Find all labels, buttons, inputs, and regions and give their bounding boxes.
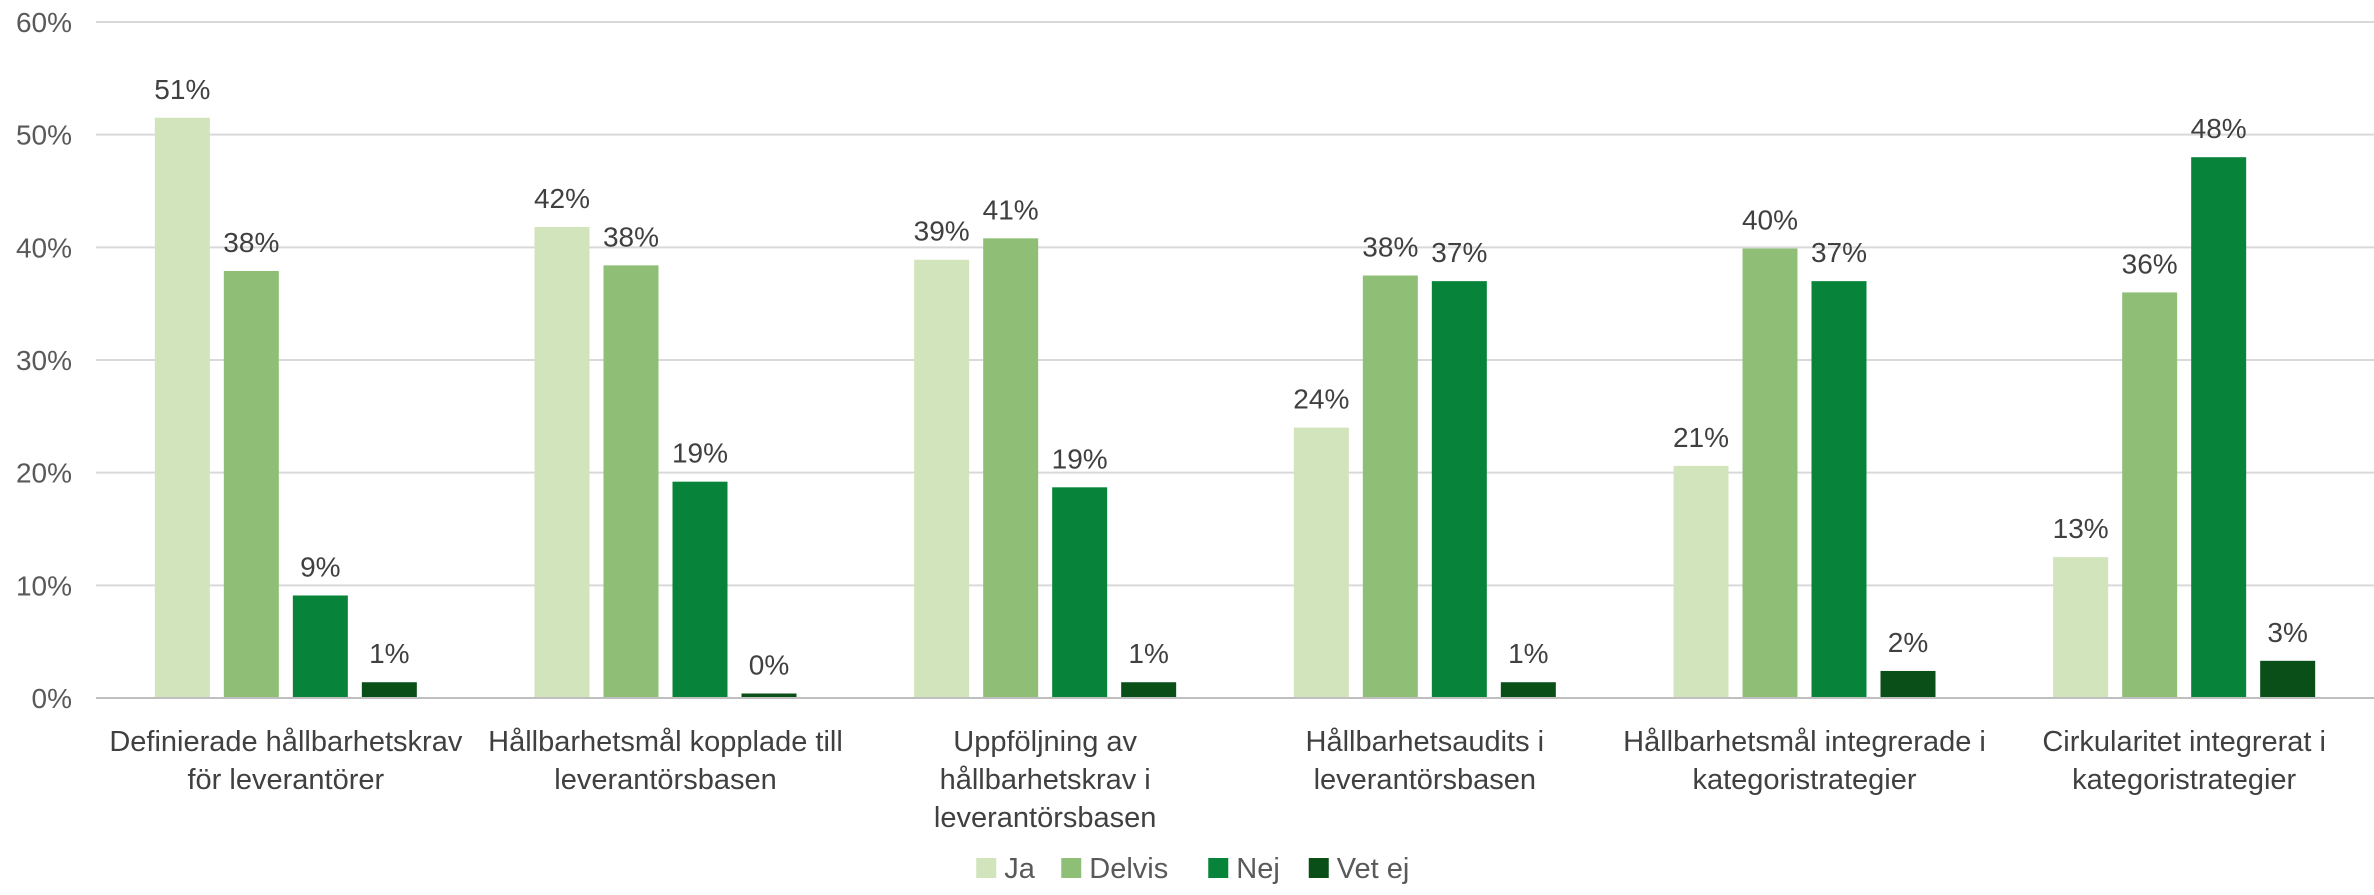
bar-nej xyxy=(1052,487,1108,698)
category-label-line: Cirkularitet integrerat i xyxy=(2042,726,2326,758)
data-label: 21% xyxy=(1673,422,1729,453)
category-label-line: leverantörsbasen xyxy=(1314,764,1536,796)
bar-ja xyxy=(1293,427,1349,698)
data-label: 37% xyxy=(1431,237,1487,268)
data-label: 48% xyxy=(2191,113,2247,144)
bar-vet-ej xyxy=(1880,670,1936,698)
data-label: 24% xyxy=(1293,384,1349,415)
bar-delvis xyxy=(223,270,279,698)
bars xyxy=(154,117,2316,699)
bar-vet-ej xyxy=(361,682,417,698)
category-label-line: Definierade hållbarhetskrav xyxy=(109,726,463,758)
bar-nej xyxy=(1431,281,1487,698)
category-label-line: hållbarhetskrav i xyxy=(940,764,1151,796)
bar-nej xyxy=(2191,157,2247,698)
bar-delvis xyxy=(603,265,659,698)
y-axis-ticks: 0% 10% 20% 30% 40% 50% 60% xyxy=(16,7,72,714)
bar-delvis xyxy=(2122,292,2178,698)
y-tick-label: 30% xyxy=(16,345,72,376)
category-label-line: för leverantörer xyxy=(188,764,385,796)
data-label: 36% xyxy=(2122,248,2178,279)
legend-item-delvis: Delvis xyxy=(1061,853,1168,885)
category-label-line: Hållbarhetsaudits i xyxy=(1306,726,1545,758)
bar-ja xyxy=(534,227,590,698)
bar-ja xyxy=(1673,465,1729,698)
category-label-line: Hållbarhetsmål integrerade i xyxy=(1623,726,1986,758)
legend-label: Delvis xyxy=(1089,853,1168,885)
category-label-line: Hållbarhetsmål kopplade till xyxy=(488,726,843,758)
legend-item-vet-ej: Vet ej xyxy=(1308,853,1410,885)
category-label: Uppföljning av hållbarhetskrav i leverantö… xyxy=(934,726,1156,834)
category-label: Hållbarhetsmål integrerade i kategoristra… xyxy=(1623,726,1986,796)
data-label: 19% xyxy=(672,438,728,469)
data-label: 1% xyxy=(1128,638,1168,669)
data-label: 38% xyxy=(1362,232,1418,263)
data-label: 40% xyxy=(1742,204,1798,235)
data-label: 3% xyxy=(2267,617,2307,648)
bar-delvis xyxy=(1742,248,1798,698)
bar-vet-ej xyxy=(1121,682,1177,698)
category-label-line: leverantörsbasen xyxy=(934,802,1156,834)
data-label: 19% xyxy=(1052,443,1108,474)
bar-vet-ej xyxy=(741,693,797,698)
data-label: 42% xyxy=(534,183,590,214)
legend-item-nej: Nej xyxy=(1208,853,1280,885)
y-tick-label: 40% xyxy=(16,232,72,263)
legend-label: Ja xyxy=(1004,853,1036,885)
data-label: 1% xyxy=(1508,638,1548,669)
data-label: 37% xyxy=(1811,237,1867,268)
gridlines xyxy=(96,21,2374,587)
category-label: Cirkularitet integrerat i kategoristrateg… xyxy=(2042,726,2326,796)
data-label: 38% xyxy=(223,227,279,258)
bar-delvis xyxy=(1362,275,1418,698)
category-labels: Definierade hållbarhetskrav för leverantö… xyxy=(109,726,2326,834)
bar-ja xyxy=(2053,557,2109,698)
bar-nej xyxy=(292,595,348,698)
legend-label: Vet ej xyxy=(1337,853,1410,885)
y-tick-label: 0% xyxy=(32,683,72,714)
category-label: Hållbarhetsaudits i leverantörsbasen xyxy=(1306,726,1545,796)
legend: Ja Delvis Nej Vet ej xyxy=(976,853,1409,885)
bar-ja xyxy=(914,259,970,698)
data-labels: 51% 38% 9% 1% 42% 38% 19% 0% 39% 41% 19% 1% 24% 38% 37… xyxy=(154,74,2308,681)
data-label: 9% xyxy=(300,551,340,582)
category-label-line: Uppföljning av xyxy=(953,726,1137,758)
data-label: 41% xyxy=(983,194,1039,225)
category-label: Hållbarhetsmål kopplade till leverantörsb… xyxy=(488,726,843,796)
y-tick-label: 50% xyxy=(16,120,72,151)
bar-vet-ej xyxy=(1500,682,1556,698)
bar-ja xyxy=(154,117,210,699)
category-label: Definierade hållbarhetskrav för leverantö… xyxy=(109,726,463,796)
data-label: 51% xyxy=(154,74,210,105)
data-label: 38% xyxy=(603,221,659,252)
legend-label: Nej xyxy=(1236,853,1280,885)
bar-vet-ej xyxy=(2260,660,2316,698)
legend-swatch xyxy=(1208,858,1229,878)
y-tick-label: 60% xyxy=(16,7,72,38)
bar-delvis xyxy=(983,238,1039,698)
legend-swatch xyxy=(976,858,997,878)
y-tick-label: 10% xyxy=(16,570,72,601)
data-label: 2% xyxy=(1888,627,1928,658)
legend-item-ja: Ja xyxy=(976,853,1036,885)
bar-nej xyxy=(1811,281,1867,698)
data-label: 13% xyxy=(2053,513,2109,544)
category-label-line: leverantörsbasen xyxy=(554,764,776,796)
legend-swatch xyxy=(1061,858,1082,878)
category-label-line: kategoristrategier xyxy=(2072,764,2296,796)
bar-nej xyxy=(672,481,728,698)
category-label-line: kategoristrategier xyxy=(1692,764,1916,796)
y-tick-label: 20% xyxy=(16,458,72,489)
data-label: 39% xyxy=(914,216,970,247)
legend-swatch xyxy=(1308,858,1329,878)
data-label: 1% xyxy=(369,638,409,669)
data-label: 0% xyxy=(749,649,789,680)
